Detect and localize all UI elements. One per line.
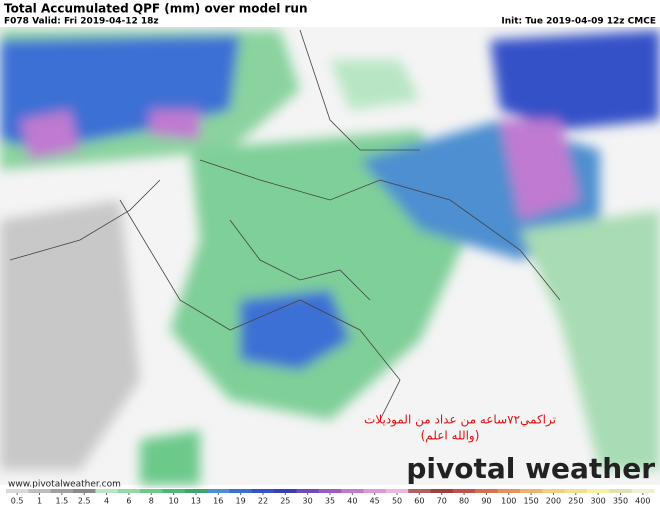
colorbar-swatch [408, 489, 432, 493]
precip-area [490, 30, 660, 130]
colorbar-label: 200 [546, 497, 561, 506]
precip-area [0, 200, 140, 470]
colorbar-swatch [207, 489, 230, 493]
colorbar-swatch [296, 489, 320, 493]
colorbar-swatch [564, 489, 588, 493]
colorbar-swatch [73, 489, 96, 493]
colorbar-label: 10 [168, 497, 178, 506]
colorbar-label: 70 [437, 497, 447, 506]
colorbar-swatch [140, 489, 163, 493]
annotation: تراكمي٧٢ساعه من عداد من الموديلات [364, 413, 556, 428]
colorbar-swatch [318, 489, 342, 493]
colorbar-label: 300 [590, 497, 605, 506]
colorbar-label: 22 [258, 497, 268, 506]
colorbar-swatch [229, 489, 253, 493]
colorbar-swatch [184, 489, 208, 493]
colorbar-label: 40 [347, 497, 357, 506]
colorbar-swatch [430, 489, 454, 493]
colorbar-swatch [519, 489, 543, 493]
colorbar-label: 30 [303, 497, 313, 506]
title: Total Accumulated QPF (mm) over model ru… [4, 2, 308, 16]
annotation: (والله اعلم) [421, 429, 480, 444]
precip-area [330, 60, 420, 110]
colorbar-label: 60 [414, 497, 424, 506]
colorbar-label: 150 [523, 497, 538, 506]
colorbar-swatch [50, 489, 74, 493]
precip-area [20, 110, 80, 160]
coastline [229, 219, 371, 301]
precip-area [150, 110, 200, 140]
border [199, 159, 561, 301]
colorbar: 0.5 1 1.5 2.5 4 6 8 10 13 16 19 22 25 30 35 40 45 50 60 70 8… [6, 489, 655, 506]
colorbar-swatch [385, 489, 409, 493]
colorbar-swatch [609, 489, 633, 493]
colorbar-swatch [363, 489, 387, 493]
colorbar-swatch [28, 489, 52, 493]
colorbar-swatch [95, 489, 119, 493]
coastline [119, 199, 401, 421]
precip-area [140, 430, 200, 485]
colorbar-label: 8 [149, 497, 154, 506]
borders [9, 29, 561, 421]
colorbar-label: 35 [325, 497, 335, 506]
colorbar-bg [0, 488, 660, 510]
border [299, 29, 420, 151]
colorbar-label: 90 [481, 497, 491, 506]
border [9, 179, 161, 261]
colorbar-label: 50 [392, 497, 402, 506]
colorbar-label: 6 [126, 497, 131, 506]
colorbar-swatch [251, 489, 275, 493]
header-bg [0, 0, 660, 27]
init-time: Init: Tue 2019-04-09 12z CMCE [501, 17, 656, 27]
colorbar-label: 19 [236, 497, 246, 506]
valid-time: F078 Valid: Fri 2019-04-12 18z [4, 17, 159, 27]
colorbar-swatch [117, 489, 141, 493]
colorbar-label: 13 [191, 497, 201, 506]
colorbar-label: 4 [104, 497, 109, 506]
colorbar-label: 1.5 [55, 497, 68, 506]
colorbar-swatch [631, 489, 655, 493]
colorbar-swatch [452, 489, 476, 493]
colorbar-swatch [586, 489, 610, 493]
colorbar-swatch [497, 489, 521, 493]
colorbar-label: 80 [459, 497, 469, 506]
colorbar-swatch [475, 489, 499, 493]
url: www.pivotalweather.com [8, 480, 121, 490]
colorbar-label: 250 [568, 497, 583, 506]
colorbar-label: 16 [213, 497, 223, 506]
colorbar-label: 1 [37, 497, 42, 506]
watermark: pivotal weather [406, 452, 655, 485]
colorbar-swatch [274, 489, 297, 493]
precip-area [500, 120, 580, 220]
colorbar-label: 100 [501, 497, 516, 506]
colorbar-label: 2.5 [78, 497, 91, 506]
colorbar-label: 0.5 [11, 497, 24, 506]
colorbar-swatch [6, 489, 29, 493]
colorbar-label: 45 [370, 497, 380, 506]
precip-area [240, 290, 350, 370]
colorbar-label: 350 [613, 497, 628, 506]
colorbar-label: 400 [635, 497, 650, 506]
colorbar-swatch [542, 489, 566, 493]
colorbar-label: 25 [280, 497, 290, 506]
colorbar-swatch [162, 489, 186, 493]
precip-area [520, 210, 660, 470]
colorbar-swatch [341, 489, 365, 493]
